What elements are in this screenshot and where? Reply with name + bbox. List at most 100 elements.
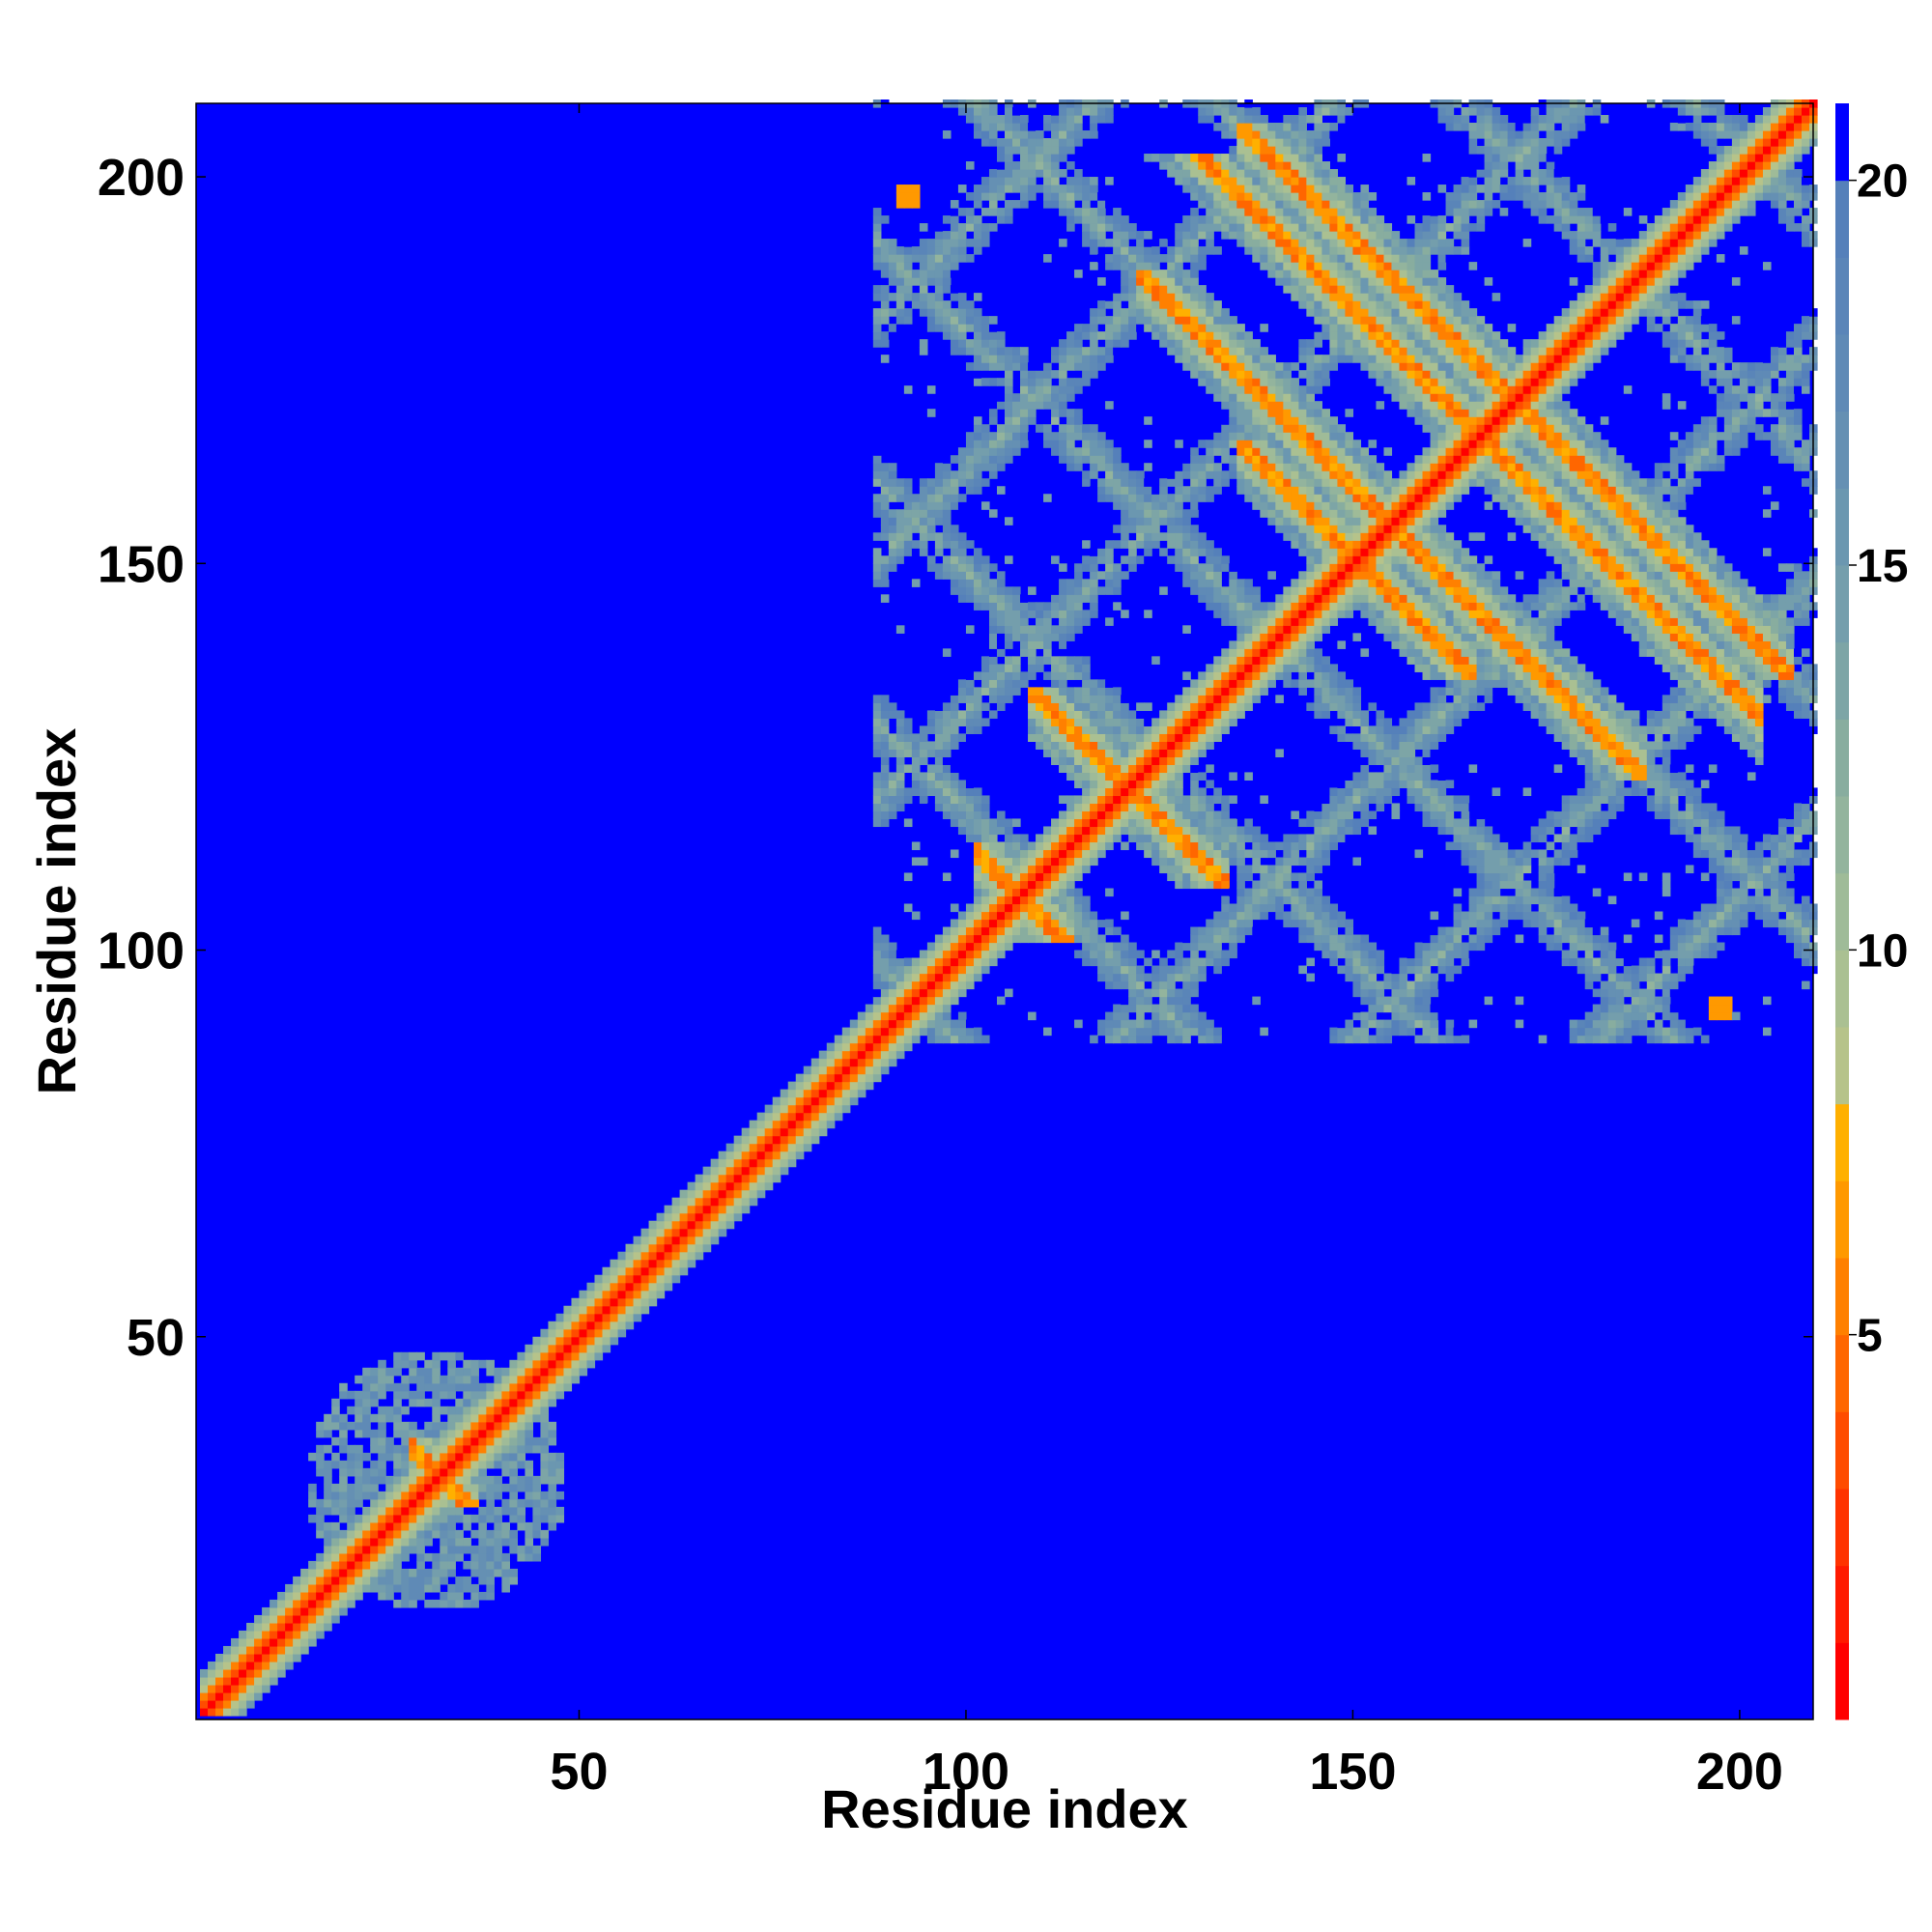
heatmap-cell <box>1144 254 1152 263</box>
heatmap-cell <box>872 1019 882 1029</box>
heatmap-cell <box>718 1181 727 1191</box>
heatmap-cell <box>919 749 928 757</box>
heatmap-cell <box>1020 849 1029 859</box>
heatmap-cell <box>1097 934 1106 944</box>
heatmap-cell <box>1097 795 1106 805</box>
heatmap-cell <box>440 1467 448 1477</box>
heatmap-cell <box>980 501 990 510</box>
heatmap-cell <box>803 1081 812 1091</box>
heatmap-cell <box>1213 486 1222 495</box>
heatmap-cell <box>424 1498 433 1508</box>
heatmap-cell <box>772 1120 781 1129</box>
heatmap-cell <box>1213 702 1222 711</box>
heatmap-cell <box>1090 733 1098 742</box>
heatmap-cell <box>509 1467 518 1477</box>
heatmap-cell <box>1105 741 1114 750</box>
heatmap-cell <box>1213 432 1222 440</box>
heatmap-cell <box>648 1297 658 1307</box>
heatmap-cell <box>988 470 998 479</box>
heatmap-cell <box>409 1375 417 1384</box>
heatmap-cell <box>1151 300 1160 309</box>
heatmap-cell <box>416 1375 425 1384</box>
heatmap-cell <box>409 1444 417 1454</box>
heatmap-cell <box>880 710 890 719</box>
heatmap-cell <box>1213 841 1222 851</box>
heatmap-cell <box>950 239 959 247</box>
heatmap-cell <box>362 1514 371 1523</box>
heatmap-cell <box>1267 486 1276 495</box>
heatmap-cell <box>308 1576 317 1585</box>
heatmap-cell <box>903 965 913 975</box>
heatmap-cell <box>1144 787 1152 797</box>
heatmap-cell <box>262 1653 270 1662</box>
heatmap-cell <box>1113 957 1122 967</box>
heatmap-cell <box>756 1181 766 1191</box>
heatmap-cell <box>980 679 990 688</box>
heatmap-cell <box>239 1668 247 1678</box>
heatmap-cell <box>934 772 944 781</box>
heatmap-cell <box>973 123 982 131</box>
heatmap-cell <box>1252 633 1261 641</box>
heatmap-cell <box>687 1251 696 1261</box>
heatmap-cell <box>1283 610 1292 618</box>
heatmap-cell <box>1229 625 1237 634</box>
heatmap-cell <box>1221 687 1230 696</box>
heatmap-cell <box>1190 756 1199 765</box>
heatmap-cell <box>231 1707 240 1717</box>
heatmap-cell <box>1198 1035 1207 1044</box>
heatmap-cell <box>1229 115 1237 124</box>
heatmap-cell <box>1291 594 1299 603</box>
heatmap-cell <box>1213 424 1222 433</box>
heatmap-cell <box>1190 555 1199 564</box>
heatmap-cell <box>1260 617 1268 626</box>
heatmap-cell <box>1252 370 1261 379</box>
heatmap-cell <box>1298 525 1307 533</box>
heatmap-cell <box>478 1491 487 1500</box>
heatmap-cell <box>973 432 982 440</box>
heatmap-cell <box>1244 169 1253 178</box>
heatmap-cell <box>1252 926 1261 936</box>
heatmap-cell <box>1236 223 1245 232</box>
heatmap-cell <box>1221 339 1230 348</box>
heatmap-cell <box>509 1367 518 1377</box>
heatmap-cell <box>1082 911 1091 921</box>
heatmap-cell <box>455 1583 464 1593</box>
heatmap-cell <box>1005 633 1013 641</box>
heatmap-cell <box>563 1321 573 1330</box>
heatmap-cell <box>1275 525 1284 533</box>
heatmap-cell <box>1267 664 1276 672</box>
heatmap-cell <box>1159 834 1168 843</box>
heatmap-cell <box>1236 146 1245 155</box>
heatmap-cell <box>231 1637 240 1647</box>
heatmap-cell <box>1097 239 1106 247</box>
heatmap-cell <box>1043 625 1052 634</box>
heatmap-cell <box>1167 331 1176 340</box>
heatmap-cell <box>355 1375 363 1384</box>
heatmap-cell <box>1291 586 1299 595</box>
heatmap-cell <box>1028 934 1037 944</box>
heatmap-cell <box>1105 401 1114 410</box>
heatmap-cell <box>895 486 905 495</box>
heatmap-cell <box>973 919 982 928</box>
heatmap-cell <box>895 1042 905 1052</box>
heatmap-cell <box>1206 671 1214 680</box>
heatmap-cell <box>1105 440 1114 448</box>
heatmap-cell <box>1175 177 1183 185</box>
heatmap-cell <box>1028 849 1037 859</box>
heatmap-cell <box>1082 586 1091 595</box>
heatmap-cell <box>1043 926 1052 936</box>
heatmap-cell <box>355 1390 363 1400</box>
heatmap-cell <box>478 1390 487 1400</box>
heatmap-cell <box>934 725 944 734</box>
heatmap-cell <box>525 1398 534 1407</box>
heatmap-cell <box>1260 215 1268 224</box>
heatmap-cell <box>1051 880 1060 890</box>
heatmap-cell <box>1151 826 1160 836</box>
heatmap-cell <box>478 1429 487 1438</box>
heatmap-cell <box>1059 702 1067 711</box>
heatmap-cell <box>1298 633 1307 641</box>
heatmap-cell <box>950 555 959 564</box>
heatmap-cell <box>501 1421 510 1431</box>
heatmap-cell <box>1283 911 1292 921</box>
heatmap-cell <box>1012 818 1021 828</box>
